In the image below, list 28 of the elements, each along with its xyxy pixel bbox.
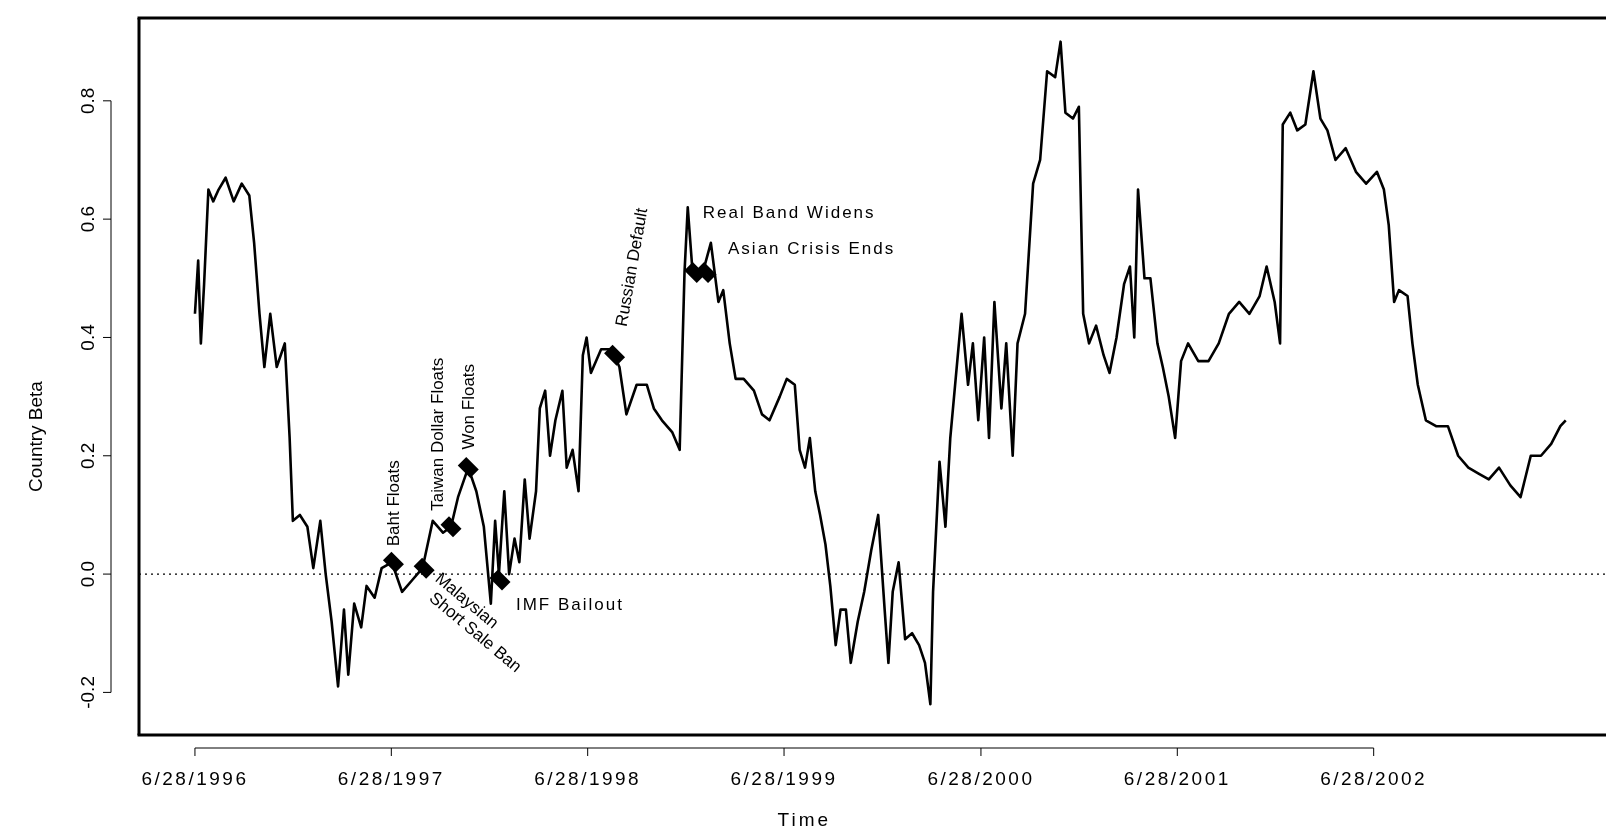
x-tick-label: 6/28/2001 — [1123, 768, 1231, 789]
point — [457, 457, 479, 479]
y-tick-label: 0.0 — [77, 560, 98, 588]
point — [604, 344, 626, 366]
annotation: IMF Bailout — [515, 595, 624, 614]
y-tick-label: 0.2 — [77, 442, 98, 469]
point — [413, 557, 435, 579]
annotation: Taiwan Dollar Floats — [428, 357, 448, 511]
x-tick-label: 6/28/1999 — [730, 768, 838, 789]
annotation: Real Band Widens — [702, 203, 876, 223]
x-tick-label: 6/28/2000 — [927, 768, 1035, 789]
y-axis-title: Country Beta — [25, 380, 46, 492]
y-tick-label: 0.8 — [77, 87, 98, 115]
point — [695, 261, 717, 283]
annotation: Baht Floats — [384, 460, 404, 547]
annotation: Russian Default — [611, 206, 652, 328]
annotation: Won Floats — [459, 363, 479, 450]
annotation: Asian Crisis Ends — [728, 239, 896, 259]
point — [440, 516, 462, 538]
y-tick-label: 0.6 — [77, 205, 98, 233]
x-axis-title: Time — [777, 809, 832, 830]
x-tick-label: 6/28/1998 — [534, 768, 642, 789]
y-tick-label: 0.4 — [77, 323, 98, 351]
point — [382, 551, 404, 573]
x-tick-label: 6/28/1996 — [141, 768, 249, 789]
x-tick-label: 6/28/1997 — [337, 768, 445, 789]
x-tick-label: 6/28/2002 — [1320, 768, 1428, 789]
y-tick-label: -0.2 — [77, 676, 98, 709]
